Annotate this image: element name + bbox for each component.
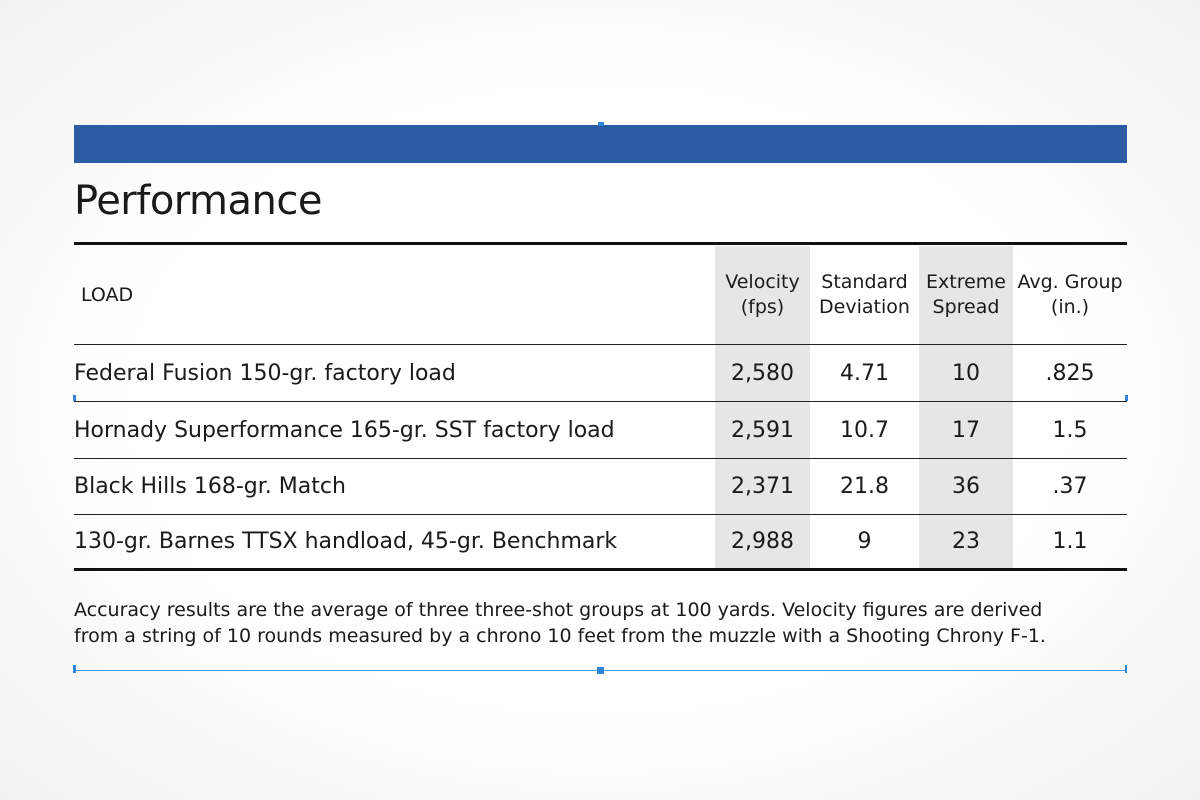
table-row-3-group: .37: [1052, 474, 1088, 499]
table-row-1-es: 10: [952, 360, 980, 386]
column-header-es-line2: Spread: [932, 296, 1000, 318]
table-row-1-group: .825: [1045, 360, 1095, 386]
table-row-2-es: 17: [952, 417, 980, 443]
column-header-sd-line1: Standard: [821, 271, 908, 293]
selection-handle-top[interactable]: [598, 122, 604, 126]
table-row-2-sd: 10.7: [840, 417, 889, 443]
column-header-standard-deviation: Standard Deviation: [810, 246, 919, 344]
page-title: Performance: [74, 178, 322, 224]
table-row-3-sd: 21.8: [840, 474, 889, 499]
column-header-velocity-line2: (fps): [740, 296, 785, 318]
column-header-velocity: Velocity (fps): [715, 246, 810, 344]
table-row-3-es: 36: [952, 474, 980, 499]
table-row-2-group: 1.5: [1052, 417, 1088, 443]
column-header-es-line1: Extreme: [926, 271, 1006, 293]
text-frame-handle-right[interactable]: [1125, 665, 1127, 673]
table-row-4-group: 1.1: [1052, 529, 1088, 554]
column-header-group-line2: (in.): [1050, 296, 1090, 318]
selection-handle-left[interactable]: [73, 395, 76, 401]
table-row-1-velocity: 2,580: [731, 360, 794, 386]
text-frame-handle-center[interactable]: [597, 667, 604, 674]
table-row-1-sd: 4.71: [840, 360, 889, 386]
table-row-3-velocity: 2,371: [731, 474, 794, 499]
footnote: Accuracy results are the average of thre…: [74, 599, 1046, 647]
column-header-sd-line2: Deviation: [819, 296, 910, 318]
column-header-avg-group: Avg. Group (in.): [1013, 246, 1127, 344]
selection-handle-right[interactable]: [1125, 395, 1128, 401]
row-divider-1: [74, 401, 1127, 402]
row-divider-2: [74, 458, 1127, 459]
row-divider-3: [74, 514, 1127, 515]
table-row-4-load: 130-gr. Barnes TTSX handload, 45-gr. Ben…: [74, 529, 618, 554]
table-row-2-load: Hornady Superformance 165-gr. SST factor…: [74, 417, 615, 443]
header-divider: [74, 344, 1127, 345]
table-row-1-load: Federal Fusion 150-gr. factory load: [74, 360, 456, 386]
performance-table-card: Performance LOAD Velocity (fps) Standard…: [73, 122, 1128, 675]
column-header-group-line1: Avg. Group: [1017, 271, 1123, 293]
column-header-load-label: LOAD: [81, 284, 134, 306]
table-top-rule: [74, 242, 1127, 245]
table-bottom-rule: [74, 568, 1127, 571]
table-row-4-sd: 9: [857, 529, 872, 554]
accent-bar: [74, 125, 1127, 163]
column-header-velocity-line1: Velocity: [725, 271, 800, 293]
table-row-2-velocity: 2,591: [731, 417, 794, 443]
table-row-3-load: Black Hills 168-gr. Match: [74, 474, 346, 499]
column-header-extreme-spread: Extreme Spread: [919, 246, 1013, 344]
table-row-4-es: 23: [952, 529, 980, 554]
table-row-4-velocity: 2,988: [731, 529, 794, 554]
column-header-load: LOAD: [81, 246, 381, 344]
text-frame-handle-left[interactable]: [73, 665, 76, 673]
